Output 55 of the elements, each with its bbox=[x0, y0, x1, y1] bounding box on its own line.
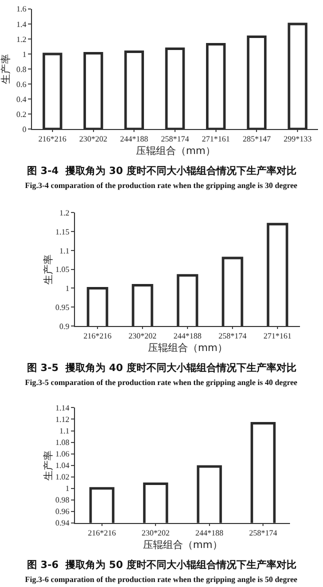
y-tick-label: 1.2 bbox=[59, 208, 70, 218]
y-tick-label: 0.94 bbox=[55, 518, 70, 528]
y-tick-label: 0.2 bbox=[16, 110, 26, 119]
text: 图 3-6 攫取角为 50 度时不同大小辊组合情况下生产率对比 bbox=[27, 559, 296, 571]
y-tick-label: 1.14 bbox=[55, 404, 70, 413]
y-tick-label: 1 bbox=[22, 50, 26, 59]
y-tick-label: 1.15 bbox=[55, 227, 70, 236]
y-tick-label: 1 bbox=[65, 484, 70, 494]
y-tick-label: 1.05 bbox=[55, 265, 70, 274]
y-tick-label: 0.4 bbox=[16, 94, 26, 104]
y-axis-title: 生产率 bbox=[42, 450, 55, 480]
y-tick-label: 0.96 bbox=[55, 507, 70, 516]
x-tick-label: 285*147 bbox=[242, 134, 271, 144]
y-tick-label: 1 bbox=[65, 284, 70, 294]
y-tick-label: 1.02 bbox=[55, 472, 70, 482]
x-tick-label: 271*161 bbox=[264, 332, 292, 341]
y-tick-label: 1.1 bbox=[59, 246, 70, 256]
text: Fig.3-5 comparation of the production rate when the gripping angle is 40 degree bbox=[25, 378, 298, 387]
y-tick-label: 1.6 bbox=[16, 4, 26, 14]
x-tick-label: 258*174 bbox=[218, 332, 246, 341]
x-tick-label: 244*188 bbox=[120, 134, 148, 144]
x-tick-label: 244*188 bbox=[174, 332, 202, 341]
y-axis-title: 生产率 bbox=[0, 54, 12, 84]
x-tick-label: 258*174 bbox=[161, 134, 189, 144]
y-tick-label: 1.12 bbox=[55, 415, 70, 424]
x-tick-label: 216*216 bbox=[84, 332, 112, 341]
x-axis-title: 压辊组合（mm） bbox=[148, 342, 228, 354]
x-tick-label: 216*216 bbox=[38, 134, 66, 144]
x-tick-label: 230*202 bbox=[79, 134, 108, 144]
x-tick-label: 271*161 bbox=[202, 134, 230, 144]
y-tick-label: 1.2 bbox=[16, 34, 26, 44]
y-axis-title: 生产率 bbox=[42, 254, 55, 284]
y-tick-label: 0.95 bbox=[55, 302, 70, 312]
x-axis-title: 压辊组合（mm） bbox=[136, 145, 216, 157]
x-tick-label: 216*216 bbox=[88, 528, 116, 538]
text: 图 3-5 攫取角为 40 度时不同大小辊组合情况下生产率对比 bbox=[27, 362, 296, 374]
y-tick-label: 1.4 bbox=[16, 20, 26, 29]
y-tick-label: 1.1 bbox=[59, 426, 70, 436]
y-tick-label: 1.08 bbox=[55, 438, 70, 448]
x-tick-label: 230*202 bbox=[142, 528, 170, 538]
y-tick-label: 1.06 bbox=[55, 450, 70, 459]
x-axis-title: 压辊组合（mm） bbox=[143, 539, 222, 551]
y-tick-label: 0.9 bbox=[59, 322, 70, 331]
y-tick-label: 0.98 bbox=[55, 496, 70, 505]
x-tick-label: 230*202 bbox=[128, 332, 156, 341]
y-tick-label: 0 bbox=[22, 124, 26, 134]
text: Fig.3-6 comparation of the production rate when the gripping angle is 50 degree bbox=[25, 575, 298, 584]
y-tick-label: 1.04 bbox=[55, 461, 70, 470]
x-tick-label: 299*133 bbox=[284, 134, 312, 144]
y-tick-label: 0.6 bbox=[16, 80, 26, 89]
y-tick-label: 0.8 bbox=[16, 64, 26, 74]
text: Fig.3-4 comparation of the production rate when the gripping angle is 30 degree bbox=[25, 181, 298, 190]
x-tick-label: 258*174 bbox=[249, 528, 278, 538]
x-tick-label: 244*188 bbox=[195, 528, 224, 538]
text: 图 3-4 攫取角为 30 度时不同大小辊组合情况下生产率对比 bbox=[27, 165, 296, 177]
